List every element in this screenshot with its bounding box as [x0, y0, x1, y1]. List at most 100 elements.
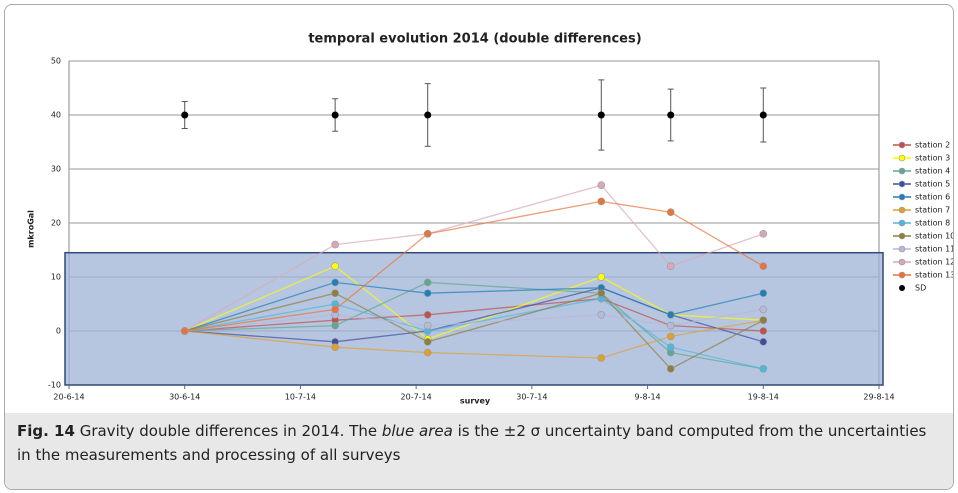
legend-label: station 7 [915, 206, 950, 215]
y-tick-label: 10 [51, 273, 61, 282]
y-tick-label: 40 [51, 111, 61, 120]
point [666, 262, 675, 271]
series-line [184, 292, 764, 370]
legend-label: station 5 [915, 180, 950, 189]
caption-text: is the ±2 σ uncertainty band computed fr… [17, 422, 927, 464]
caption-text: Gravity double differences in 2014. The [79, 422, 382, 440]
x-tick-label: 30-7-14 [516, 393, 547, 402]
legend-label: station 8 [915, 219, 950, 228]
legend-marker [898, 167, 906, 175]
series-line [184, 281, 764, 370]
x-tick-label: 9-8-14 [635, 393, 661, 402]
point [597, 197, 606, 206]
point [597, 289, 606, 298]
point [331, 289, 339, 298]
point [597, 354, 606, 362]
legend-marker [898, 232, 906, 240]
point [597, 273, 606, 281]
series-line [184, 200, 764, 332]
y-tick-label: 20 [51, 219, 61, 228]
point [423, 278, 432, 287]
series-line [184, 319, 764, 359]
legend-label: station 10 [915, 232, 953, 241]
point [181, 111, 189, 119]
point [597, 310, 606, 319]
point [597, 181, 606, 189]
point [666, 310, 675, 319]
chart: temporal evolution 2014 (double differen… [27, 32, 954, 406]
point [423, 321, 432, 330]
x-tick-label: 19-8-14 [748, 393, 779, 402]
legend-label: SD [915, 284, 926, 293]
point [759, 305, 768, 314]
point [331, 111, 339, 119]
x-tick-label: 29-8-14 [863, 393, 894, 402]
x-tick-label: 20-7-14 [401, 393, 432, 402]
series-line [184, 297, 764, 332]
x-axis-label: survey [460, 397, 491, 406]
legend-marker [898, 271, 906, 279]
series-line [184, 265, 764, 340]
point [759, 337, 768, 346]
series-line [184, 281, 764, 332]
y-tick-label: -10 [48, 381, 61, 390]
series-line [184, 184, 764, 332]
legend-marker [898, 141, 906, 149]
legend-label: station 13 [915, 271, 953, 280]
caption-label: Fig. 14 [17, 422, 75, 440]
x-tick-label: 30-6-14 [169, 393, 200, 402]
point [423, 348, 432, 357]
y-axis-label: mkroGal [27, 210, 36, 248]
figure: temporal evolution 2014 (double differen… [4, 4, 954, 490]
point [759, 327, 768, 335]
legend-marker [898, 206, 906, 214]
point [759, 262, 768, 271]
legend-label: station 12 [915, 258, 953, 267]
y-tick-label: 0 [56, 327, 61, 336]
y-tick-label: 30 [51, 165, 61, 174]
point [423, 337, 432, 346]
caption: Fig. 14 Gravity double differences in 20… [5, 413, 953, 489]
point [423, 289, 432, 298]
point [666, 364, 675, 373]
legend-marker [898, 258, 906, 266]
legend-marker [898, 193, 906, 201]
point [331, 278, 339, 287]
legend-marker [898, 245, 906, 253]
legend-label: station 2 [915, 141, 950, 150]
point [759, 289, 768, 298]
legend-marker [898, 219, 906, 227]
legend-label: station 6 [915, 193, 950, 202]
point [597, 111, 605, 119]
legend-label: station 4 [915, 167, 950, 176]
point [331, 343, 339, 352]
legend-marker [898, 154, 906, 162]
point [423, 230, 432, 238]
legend-marker [898, 180, 906, 188]
series-line [184, 308, 764, 332]
point [331, 305, 339, 314]
point [666, 332, 675, 341]
point [424, 111, 432, 119]
point [759, 230, 768, 238]
point [331, 321, 339, 330]
point [423, 310, 432, 319]
point [666, 343, 675, 352]
point [666, 208, 675, 216]
x-tick-label: 20-6-14 [53, 393, 84, 402]
caption-emphasis: blue area [381, 422, 453, 440]
point [759, 364, 768, 373]
point [666, 321, 675, 330]
point [180, 327, 189, 335]
chart-title: temporal evolution 2014 (double differen… [308, 32, 641, 47]
point [667, 111, 675, 119]
point [759, 111, 767, 119]
x-tick-label: 10-7-14 [285, 393, 316, 402]
legend-label: station 3 [915, 154, 950, 163]
series-line [184, 287, 764, 343]
y-tick-label: 50 [51, 57, 61, 66]
point [759, 316, 768, 325]
point [331, 240, 339, 249]
legend-label: station 11 [915, 245, 953, 254]
series-line [184, 297, 764, 370]
